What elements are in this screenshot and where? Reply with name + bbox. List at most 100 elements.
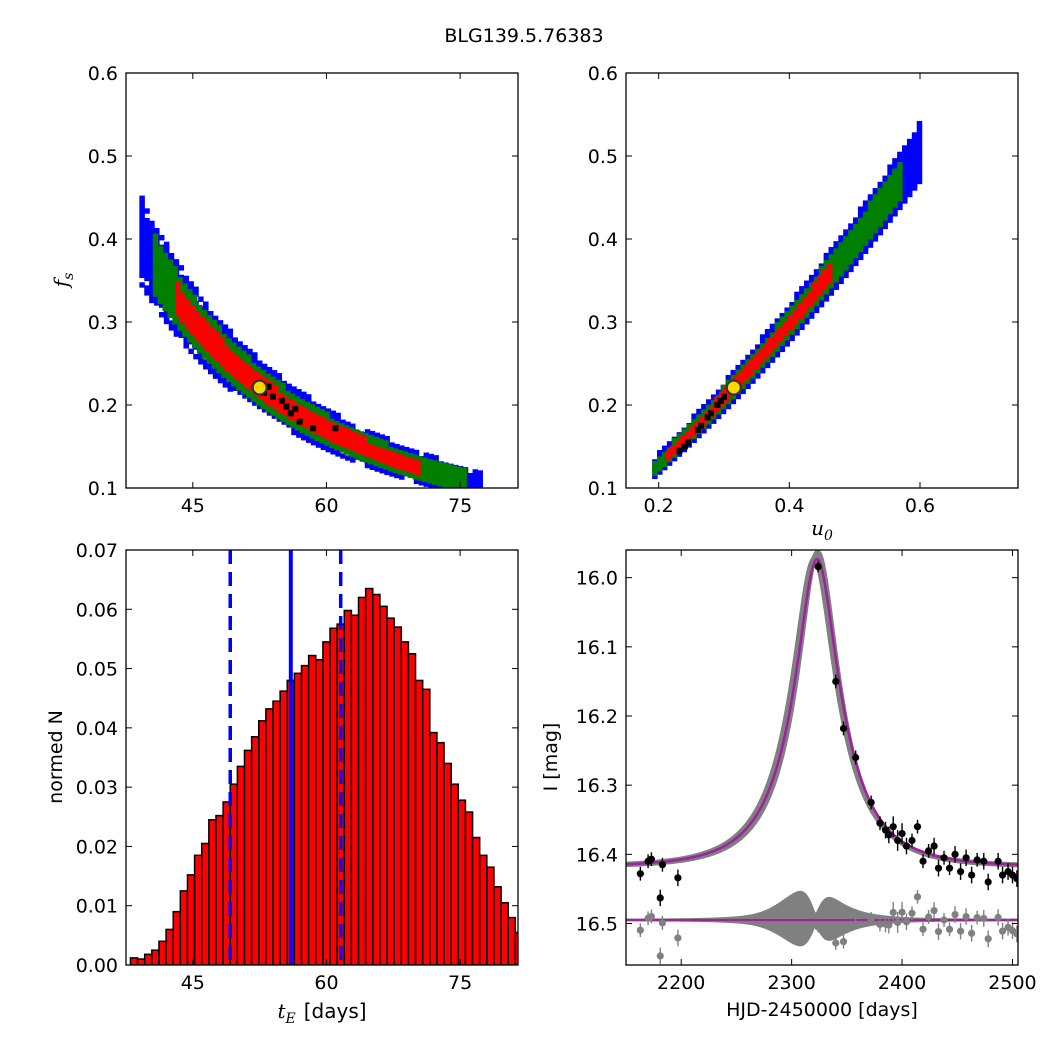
- p1-cell-136: [759, 339, 766, 345]
- p0-cell-1368: [385, 450, 392, 456]
- p1-cell-170: [784, 341, 790, 347]
- p3-data-point-10: [867, 798, 875, 807]
- p0-cell-1297: [292, 402, 299, 408]
- p1-cell-636: [828, 283, 835, 289]
- p0-cell-877: [240, 389, 247, 395]
- p0-cell-918: [260, 369, 267, 376]
- p0-cell-1126: [427, 478, 433, 484]
- p1-cell-596: [794, 304, 800, 310]
- p0-cell-620: [428, 482, 434, 488]
- p0-cell-38: [149, 278, 155, 284]
- p0-cell-1095: [392, 448, 399, 454]
- p0-cell-1007: [324, 440, 330, 446]
- p0-cell-1325: [326, 420, 333, 427]
- p0-cell-1299: [297, 414, 303, 421]
- p0-cell-1303: [302, 417, 308, 424]
- p2-xtick-label-2: 75: [448, 972, 472, 994]
- p0-cell-746: [172, 266, 178, 272]
- p0-cell-729: [167, 283, 173, 290]
- p0-cell-926: [265, 373, 271, 379]
- p0-cell-1292: [287, 404, 294, 410]
- p1-cell-634: [823, 265, 830, 271]
- p0-cell-342: [261, 407, 268, 413]
- p3-data-point-7: [832, 677, 840, 686]
- p1-cell-717: [882, 210, 888, 216]
- p1-cell-145: [764, 329, 771, 335]
- p1-cell-727: [887, 194, 893, 200]
- p2-bar-54: [514, 931, 518, 965]
- p1-cell-725: [887, 203, 893, 210]
- p1-cell-429: [906, 167, 913, 174]
- p0-cell-1066: [368, 439, 374, 446]
- p1-cell-14: [666, 460, 673, 466]
- p2-bar-38: [400, 641, 410, 965]
- p2-xtick-label-1: 60: [314, 972, 338, 994]
- p2-bar-43: [436, 741, 445, 965]
- p1-cell-673: [853, 243, 859, 249]
- p0-cell-1353: [361, 436, 367, 442]
- p0-cell-1348: [356, 439, 362, 445]
- p3-residual-point-21: [924, 913, 933, 921]
- p0-cell-706: [157, 265, 164, 271]
- p0-cell-1352: [361, 441, 367, 447]
- p1-cell-741: [897, 190, 903, 197]
- p1-cell-162: [779, 346, 786, 353]
- p1-cell-649: [833, 248, 839, 254]
- p2-bar-60: [558, 960, 565, 965]
- p1-cell-680: [857, 237, 864, 243]
- p0-cell-1116: [417, 475, 423, 481]
- p0-cell-9: [139, 234, 145, 240]
- p0-cell-483: [330, 415, 336, 421]
- p1-cell-415: [902, 183, 908, 190]
- p0-black-point-3: [283, 403, 290, 410]
- p0-cell-485: [335, 451, 341, 457]
- p0-cell-1373: [395, 458, 401, 465]
- p1-cell-796: [758, 353, 764, 360]
- p0-cell-732: [167, 269, 173, 275]
- p3-data-point-2: [647, 855, 655, 863]
- p0-cell-43: [149, 254, 155, 260]
- p0-cell-14: [139, 210, 145, 216]
- p0-cell-1301: [297, 405, 303, 411]
- p0-cell-27: [144, 242, 150, 248]
- p1-ytick-label-5: 0.6: [588, 63, 618, 85]
- p1-cell-411: [897, 151, 903, 158]
- p0-cell-1324: [326, 425, 333, 432]
- p3-residual-point-30: [973, 913, 981, 922]
- p1-cell-449: [916, 173, 923, 180]
- p0-cell-448: [310, 401, 317, 407]
- p3-residual-point-23: [934, 927, 943, 936]
- p0-cell-679: [472, 469, 479, 475]
- p0-cell-1146: [446, 483, 453, 488]
- p3-xtick-label-2: 2400: [878, 972, 926, 994]
- p1-ytick-label-2: 0.3: [588, 312, 618, 334]
- p3-ytick-label-4: 16.4: [576, 844, 618, 866]
- p0-cell-159: [188, 348, 194, 355]
- p0-cell-934: [270, 376, 276, 383]
- p0-cell-567: [384, 435, 390, 442]
- p0-cell-501: [345, 455, 351, 461]
- p0-cell-1261: [253, 371, 259, 377]
- p2-bar-42: [429, 731, 438, 965]
- p0-cell-903: [255, 400, 262, 406]
- p2-bar-19: [265, 708, 274, 965]
- p0-cell-1319: [322, 428, 328, 434]
- p1-ytick-label-3: 0.4: [588, 229, 618, 251]
- p1-cell-523: [730, 393, 737, 400]
- p0-cell-1169: [175, 296, 181, 302]
- p1-cell-735: [892, 187, 898, 194]
- p1-cell-428: [906, 172, 913, 178]
- p0-cell-439: [305, 394, 312, 400]
- p0-cell-1105: [402, 451, 409, 458]
- p0-cell-1285: [277, 393, 284, 399]
- p0-cell-695: [152, 248, 159, 254]
- p3-residual-point-7: [832, 939, 840, 947]
- p0-cell-1172: [175, 282, 181, 288]
- p0-cell-1230: [224, 351, 230, 357]
- p2-bar-3: [151, 949, 160, 965]
- p0-cell-1239: [233, 364, 240, 371]
- p0-cell-331: [252, 352, 258, 358]
- p2-ytick-label-2: 0.02: [76, 836, 118, 858]
- p1-cell-455: [916, 145, 923, 151]
- p0-cell-1127: [427, 473, 433, 479]
